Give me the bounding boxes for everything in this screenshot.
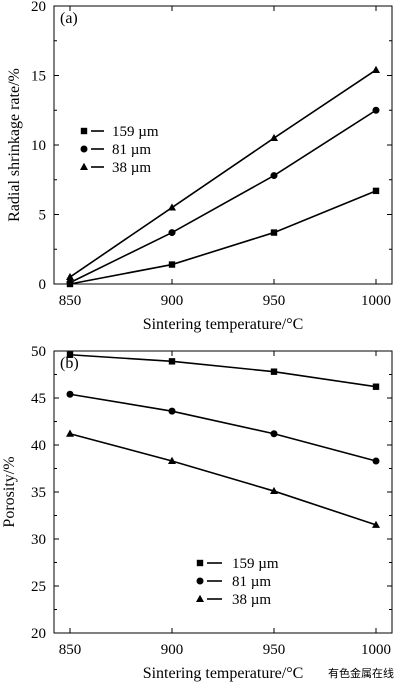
panel-a-radial-shrinkage-chart: 850 900 950 1000 0 5 10 15 20 (a) Sintering temper… [6,0,393,333]
x-axis-label: Sintering temperature/°C [143,665,304,682]
legend-marker [80,162,88,170]
y-axis-label: Radial shrinkage rate/% [6,68,23,222]
legend-label: 38 µm [112,160,151,176]
y-tick-label: 45 [31,391,46,407]
legend-marker [80,127,88,135]
data-point-marker [168,229,176,237]
series-line [69,190,377,285]
data-point-marker [270,430,278,438]
series-line [69,69,377,278]
y-tick-label: 30 [31,532,46,548]
plot-frame [53,5,393,285]
data-point-marker [168,456,176,464]
series-line [69,432,377,526]
x-tick-label: 900 [161,293,184,309]
data-point-marker [66,351,74,358]
data-point-marker [66,429,74,437]
plot-frame [53,350,393,634]
data-point-marker [270,486,278,495]
x-axis-label: Sintering temperature/°C [143,316,304,333]
watermark-text: 有色金属在线 [328,666,394,680]
x-tick-label: 850 [59,293,82,309]
data-point-marker [372,520,380,528]
legend-label: 38 µm [232,592,271,608]
y-tick-label: 40 [31,438,46,454]
y-tick-label: 20 [31,0,46,15]
y-tick-label: 15 [31,69,46,85]
data-point-marker [168,203,176,211]
data-point-marker [372,106,380,114]
series-line [69,353,377,388]
data-point-marker [66,390,74,398]
legend-marker [196,559,204,567]
series-line [69,109,377,284]
legend-label: 81 µm [232,574,271,590]
legend-label: 81 µm [112,142,151,158]
y-tick-label: 25 [31,579,46,595]
data-point-marker [168,261,176,268]
data-point-marker [66,279,74,287]
legend-marker [80,145,88,153]
data-point-marker [372,65,380,73]
y-tick-label: 5 [39,208,47,224]
data-point-marker [372,383,380,390]
data-point-marker [168,407,176,415]
data-point-marker [270,368,278,375]
data-point-marker [270,172,278,180]
y-tick-label: 50 [31,344,46,360]
x-tick-label: 1000 [361,642,391,658]
x-tick-label: 850 [59,642,82,658]
x-tick-label: 950 [263,293,286,309]
legend-marker [196,594,204,602]
data-point-marker [270,229,278,236]
y-tick-label: 35 [31,485,46,501]
x-tick-label: 1000 [361,293,391,309]
data-point-marker [168,358,176,365]
panel-b-porosity-chart: 850 900 950 1000 20 25 30 35 40 45 50 (b) Sintering … [1,344,393,682]
y-tick-label: 10 [31,138,46,154]
series-line [69,393,377,462]
legend-label: 159 µm [232,556,279,572]
x-tick-label: 950 [263,642,286,658]
y-tick-label: 20 [31,626,46,642]
y-axis-label: Porosity/% [1,456,18,527]
data-point-marker [270,133,278,142]
data-point-marker [372,457,380,465]
panel-label: (b) [60,355,79,372]
panel-label: (a) [60,10,78,27]
legend-marker [196,577,204,585]
y-tick-label: 0 [39,277,47,293]
data-point-marker [372,187,380,195]
data-point-marker [66,272,74,281]
x-tick-label: 900 [161,642,184,658]
legend-label: 159 µm [112,124,159,140]
